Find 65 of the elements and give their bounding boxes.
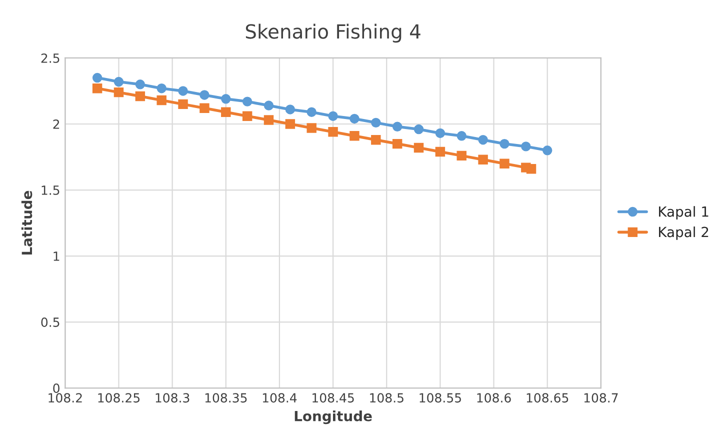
point	[200, 103, 210, 114]
y-tick-label: 1	[54, 252, 60, 261]
chart-title: Skenario Fishing 4	[246, 24, 420, 43]
point	[242, 96, 252, 106]
x-tick-label: 108.65	[526, 393, 568, 403]
point	[156, 95, 166, 106]
point	[371, 134, 381, 145]
legend-label: Kapal 2	[659, 226, 708, 240]
x-tick-label: 108.35	[205, 393, 247, 403]
point	[526, 164, 536, 174]
x-tick-label: 108.5	[370, 393, 404, 403]
point	[392, 138, 402, 149]
point	[478, 134, 488, 145]
point	[264, 100, 274, 110]
point	[456, 150, 466, 161]
point	[178, 99, 188, 110]
point	[200, 90, 210, 100]
point	[242, 111, 252, 121]
point	[306, 123, 316, 133]
y-tick-label: 2	[53, 119, 60, 129]
x-axis-title: Longitude	[294, 410, 372, 424]
point	[414, 142, 424, 153]
point	[392, 122, 402, 132]
point	[264, 115, 274, 125]
point	[156, 83, 166, 94]
point	[435, 146, 446, 157]
y-tick-label: 2.5	[41, 53, 60, 63]
point	[350, 131, 360, 141]
x-tick-label: 108.3	[156, 393, 190, 403]
point	[135, 91, 146, 102]
point	[371, 118, 381, 128]
point	[350, 114, 360, 124]
point	[328, 127, 338, 137]
y-tick-label: 0.5	[41, 318, 60, 327]
x-tick-label: 108.4	[262, 393, 297, 403]
point	[478, 154, 488, 165]
legend-label: Kapal 1	[659, 206, 708, 220]
x-tick-label: 108.45	[312, 393, 354, 403]
point	[500, 158, 510, 168]
point	[542, 146, 552, 156]
point	[414, 124, 424, 134]
y-tick-label: 1.5	[42, 186, 60, 195]
x-tick-label: 108.2	[48, 393, 82, 403]
y-axis-title: Latitude	[21, 190, 32, 254]
x-tick-label: 108.7	[584, 393, 618, 403]
point	[328, 111, 338, 121]
point	[114, 76, 124, 87]
x-tick-label: 108.6	[477, 393, 511, 403]
point	[135, 80, 146, 90]
y-tick-label: 0	[53, 384, 60, 393]
point	[435, 128, 446, 138]
point	[92, 83, 102, 94]
point	[456, 131, 466, 141]
point	[114, 87, 124, 98]
point	[221, 94, 231, 104]
point	[92, 72, 102, 83]
point	[221, 107, 231, 117]
point	[178, 86, 188, 96]
point	[285, 119, 296, 129]
point	[285, 104, 296, 114]
x-tick-label: 108.25	[98, 393, 140, 403]
point	[306, 107, 316, 117]
point	[500, 138, 510, 149]
x-tick-label: 108.55	[420, 393, 461, 403]
point	[521, 142, 531, 152]
